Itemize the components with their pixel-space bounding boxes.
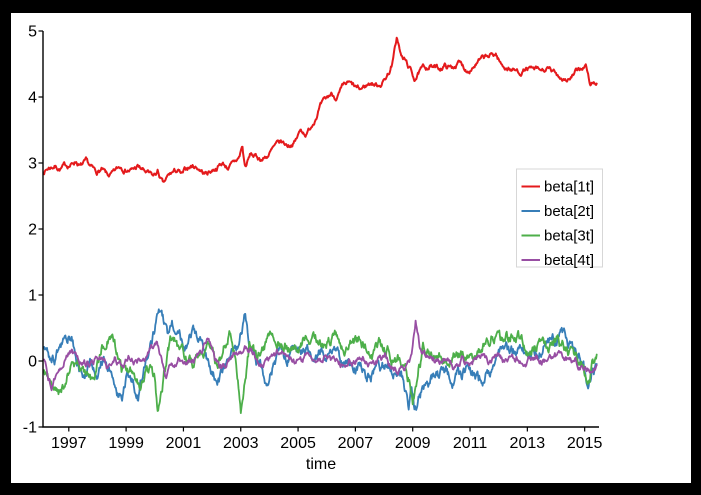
x-tick-label: 1999 bbox=[108, 435, 144, 452]
series-line-beta[2t] bbox=[42, 308, 598, 411]
legend-label-beta[1t]: beta[1t] bbox=[544, 179, 594, 196]
legend-item: beta[2t] bbox=[521, 203, 594, 220]
y-tick-label: 5 bbox=[28, 24, 37, 41]
x-tick-label: 2009 bbox=[395, 435, 431, 452]
x-axis: 1997 1999 2001 2003 2005 2007 2009 2011 2013 2015 bbox=[51, 427, 603, 452]
legend-label-beta[4t]: beta[4t] bbox=[544, 252, 594, 269]
series-line-beta[4t] bbox=[42, 319, 598, 392]
x-tick-label: 2003 bbox=[223, 435, 259, 452]
x-tick-label: 1997 bbox=[51, 435, 87, 452]
axes: 1997 1999 2001 2003 2005 2007 2009 2011 2013 2015… bbox=[23, 24, 603, 453]
y-tick-label: 2 bbox=[28, 222, 37, 239]
x-tick-label: 2001 bbox=[166, 435, 202, 452]
y-tick-label: 4 bbox=[28, 90, 37, 107]
y-tick-label: -1 bbox=[23, 420, 37, 437]
x-tick-label: 2015 bbox=[567, 435, 603, 452]
x-axis-title: time bbox=[306, 456, 336, 473]
legend-item: beta[3t] bbox=[521, 228, 594, 245]
series-line-beta[3t] bbox=[42, 329, 598, 414]
series-line-beta[1t] bbox=[42, 36, 598, 183]
legend-label-beta[3t]: beta[3t] bbox=[544, 228, 594, 245]
y-tick-label: 3 bbox=[28, 156, 37, 173]
legend: beta[1t] beta[2t] beta[3t] beta[4t] bbox=[516, 168, 603, 269]
x-tick-label: 2013 bbox=[510, 435, 546, 452]
x-tick-label: 2007 bbox=[338, 435, 374, 452]
y-tick-label: 1 bbox=[28, 288, 37, 305]
legend-item: beta[1t] bbox=[521, 179, 594, 196]
y-tick-label: 0 bbox=[28, 354, 37, 371]
legend-label-beta[2t]: beta[2t] bbox=[544, 203, 594, 220]
x-tick-label: 2011 bbox=[453, 435, 488, 452]
legend-box bbox=[516, 168, 603, 268]
legend-item: beta[4t] bbox=[521, 252, 594, 269]
y-axis: -1 0 1 2 3 4 5 bbox=[23, 24, 43, 437]
series-lines bbox=[42, 36, 598, 414]
x-tick-label: 2005 bbox=[280, 435, 316, 452]
